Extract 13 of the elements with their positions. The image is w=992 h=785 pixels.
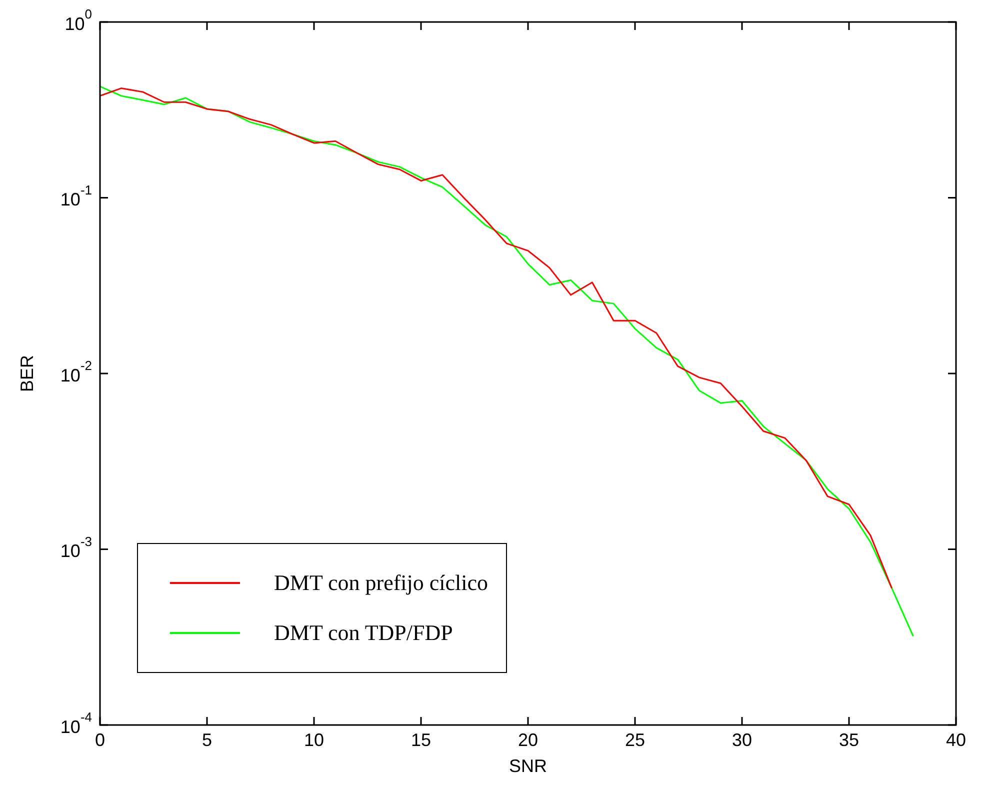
x-tick-label: 25 bbox=[624, 730, 646, 750]
x-tick-label: 10 bbox=[304, 730, 324, 750]
x-tick-label: 0 bbox=[94, 730, 106, 750]
x-tick-label: 20 bbox=[518, 730, 538, 750]
legend-label: DMT con prefijo cíclico bbox=[274, 570, 488, 596]
y-axis-title: BER bbox=[16, 354, 37, 392]
legend-label: DMT con TDP/FDP bbox=[274, 620, 453, 646]
x-tick-label: 15 bbox=[410, 730, 432, 750]
x-axis-title: SNR bbox=[508, 756, 548, 776]
x-tick-label: 40 bbox=[946, 730, 966, 750]
x-tick-label: 5 bbox=[202, 730, 212, 750]
x-tick-label: 30 bbox=[732, 730, 752, 750]
x-tick-label: 35 bbox=[838, 730, 860, 750]
